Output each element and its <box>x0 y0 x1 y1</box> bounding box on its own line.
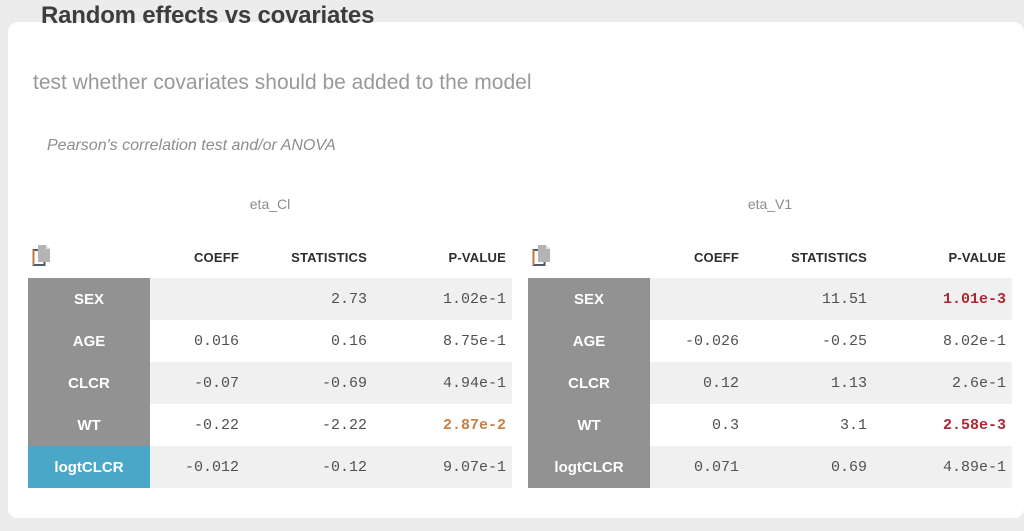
table-row: logtCLCR 0.071 0.69 4.89e-1 <box>528 446 1012 488</box>
column-header-statistics: STATISTICS <box>291 249 367 265</box>
coeff-cell <box>150 278 245 320</box>
table-row: CLCR -0.07 -0.69 4.94e-1 <box>28 362 512 404</box>
row-label: WT <box>528 404 650 446</box>
row-label: AGE <box>28 320 150 362</box>
pvalue-cell: 8.02e-1 <box>873 320 1012 362</box>
table-header-row: COEFF STATISTICS P-VALUE <box>28 236 512 278</box>
row-label: CLCR <box>528 362 650 404</box>
table-row: WT 0.3 3.1 2.58e-3 <box>528 404 1012 446</box>
copy-icon <box>532 244 552 271</box>
pvalue-cell: 8.75e-1 <box>373 320 512 362</box>
table-row: logtCLCR -0.012 -0.12 9.07e-1 <box>28 446 512 488</box>
pvalue-cell-significant: 2.87e-2 <box>373 404 512 446</box>
table-header-row: COEFF STATISTICS P-VALUE <box>528 236 1012 278</box>
row-label: SEX <box>528 278 650 320</box>
table-eta-v1: eta_V1 COEFF STATISTICS P-VALUE SEX 11.5… <box>528 196 1012 488</box>
table-row: AGE -0.026 -0.25 8.02e-1 <box>528 320 1012 362</box>
page-title: Random effects vs covariates <box>41 2 375 29</box>
column-header-pvalue: P-VALUE <box>448 249 506 265</box>
pvalue-cell-significant: 1.01e-3 <box>873 278 1012 320</box>
row-label: SEX <box>28 278 150 320</box>
coeff-cell: 0.016 <box>150 320 245 362</box>
statistics-cell: 0.16 <box>245 320 373 362</box>
coeff-cell: 0.3 <box>650 404 745 446</box>
row-label-highlighted: logtCLCR <box>28 446 150 488</box>
table-row: SEX 2.73 1.02e-1 <box>28 278 512 320</box>
copy-table-button[interactable] <box>528 243 650 272</box>
method-note: Pearson's correlation test and/or ANOVA <box>47 137 336 154</box>
statistics-cell: 3.1 <box>745 404 873 446</box>
column-header-statistics: STATISTICS <box>791 249 867 265</box>
statistics-cell: -2.22 <box>245 404 373 446</box>
coeff-cell: 0.12 <box>650 362 745 404</box>
row-label: WT <box>28 404 150 446</box>
tables-container: eta_Cl COEFF STATISTICS P-VALUE SEX 2.73 <box>28 196 1012 488</box>
table-row: SEX 11.51 1.01e-3 <box>528 278 1012 320</box>
pvalue-cell: 2.6e-1 <box>873 362 1012 404</box>
table-row: CLCR 0.12 1.13 2.6e-1 <box>528 362 1012 404</box>
table-row: AGE 0.016 0.16 8.75e-1 <box>28 320 512 362</box>
column-header-pvalue: P-VALUE <box>948 249 1006 265</box>
pvalue-cell: 9.07e-1 <box>373 446 512 488</box>
table-title: eta_V1 <box>747 196 793 212</box>
column-header-coeff: COEFF <box>693 249 739 265</box>
page-subtitle: test whether covariates should be added … <box>33 71 532 94</box>
table-eta-cl: eta_Cl COEFF STATISTICS P-VALUE SEX 2.73 <box>28 196 512 488</box>
table-row: WT -0.22 -2.22 2.87e-2 <box>28 404 512 446</box>
statistics-cell: -0.12 <box>245 446 373 488</box>
coeff-cell: -0.22 <box>150 404 245 446</box>
column-header-coeff: COEFF <box>193 249 239 265</box>
pvalue-cell: 4.94e-1 <box>373 362 512 404</box>
pvalue-cell: 1.02e-1 <box>373 278 512 320</box>
coeff-cell <box>650 278 745 320</box>
statistics-cell: 11.51 <box>745 278 873 320</box>
statistics-cell: 2.73 <box>245 278 373 320</box>
row-label: CLCR <box>28 362 150 404</box>
pvalue-cell-significant: 2.58e-3 <box>873 404 1012 446</box>
coeff-cell: -0.012 <box>150 446 245 488</box>
pvalue-cell: 4.89e-1 <box>873 446 1012 488</box>
coeff-cell: -0.07 <box>150 362 245 404</box>
statistics-cell: 1.13 <box>745 362 873 404</box>
coeff-cell: -0.026 <box>650 320 745 362</box>
statistics-cell: -0.69 <box>245 362 373 404</box>
table-title: eta_Cl <box>249 196 291 212</box>
coeff-cell: 0.071 <box>650 446 745 488</box>
row-label: AGE <box>528 320 650 362</box>
row-label: logtCLCR <box>528 446 650 488</box>
statistics-cell: 0.69 <box>745 446 873 488</box>
statistics-cell: -0.25 <box>745 320 873 362</box>
copy-table-button[interactable] <box>28 243 150 272</box>
copy-icon <box>32 244 52 271</box>
